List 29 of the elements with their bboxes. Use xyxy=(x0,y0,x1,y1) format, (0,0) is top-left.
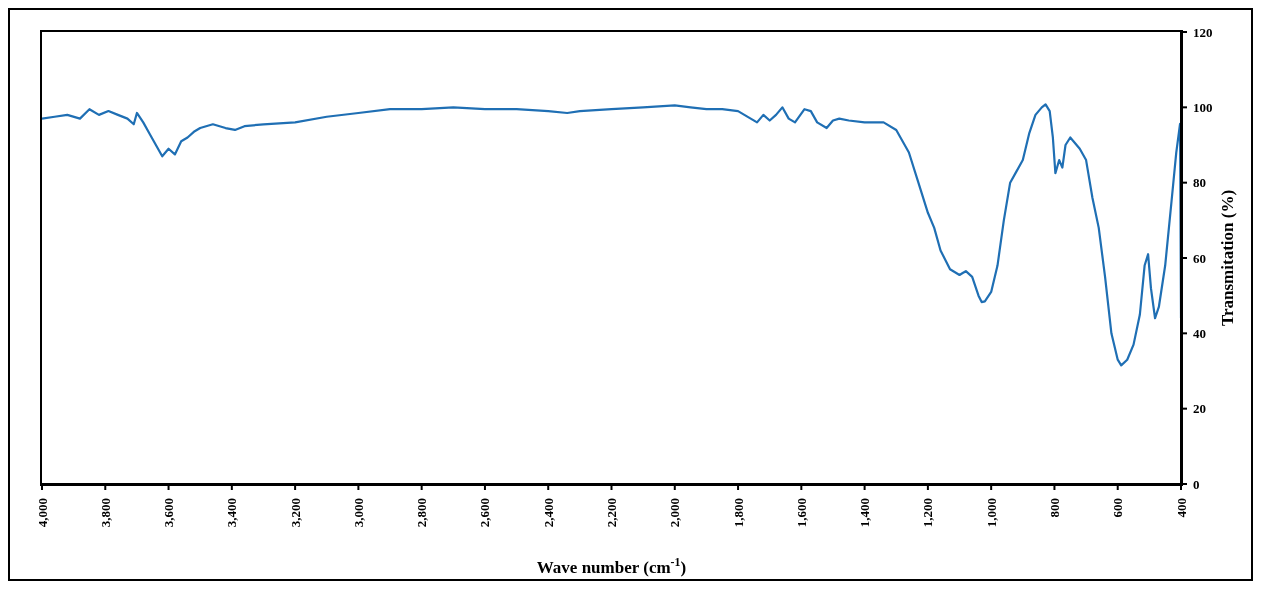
x-tick-label: 2,400 xyxy=(540,498,556,528)
x-tick-label: 1,200 xyxy=(920,498,936,528)
y-tick-label: 100 xyxy=(1193,99,1213,115)
x-tick-label: 3,000 xyxy=(350,498,366,528)
y-tick-label: 20 xyxy=(1193,401,1206,417)
y-tick-label: 0 xyxy=(1193,476,1200,492)
x-tick-label: 2,800 xyxy=(414,498,430,528)
y-tick-label: 60 xyxy=(1193,250,1206,266)
x-tick-label: 2,000 xyxy=(667,498,683,528)
x-tick-label: 1,800 xyxy=(730,498,746,528)
x-tick-label: 1,600 xyxy=(793,498,809,528)
x-tick-label: 2,600 xyxy=(477,498,493,528)
x-tick-label: 3,600 xyxy=(161,498,177,528)
line-series xyxy=(42,103,1181,367)
x-tick-label: 2,200 xyxy=(604,498,619,528)
x-tick-label: 1,400 xyxy=(857,498,873,528)
y-axis-title: Transmitation (%) xyxy=(1218,189,1237,327)
x-axis-title: Wave number (cm$^{-1}$) xyxy=(536,555,687,577)
y-tick-label: 40 xyxy=(1193,325,1206,341)
x-tick-label: 800 xyxy=(1046,498,1062,518)
x-tick-label: 4,000 xyxy=(34,498,50,528)
x-tick-label: 3,200 xyxy=(287,498,303,528)
x-tick-label: 3,800 xyxy=(97,498,113,528)
y-tick-label: 80 xyxy=(1193,175,1206,191)
x-tick-label: 600 xyxy=(1110,498,1126,518)
x-tick-label: 1,000 xyxy=(983,498,999,528)
y-tick-label: 120 xyxy=(1193,24,1213,40)
x-tick-label: 400 xyxy=(1173,498,1189,518)
x-tick-label: 3,400 xyxy=(224,498,240,528)
